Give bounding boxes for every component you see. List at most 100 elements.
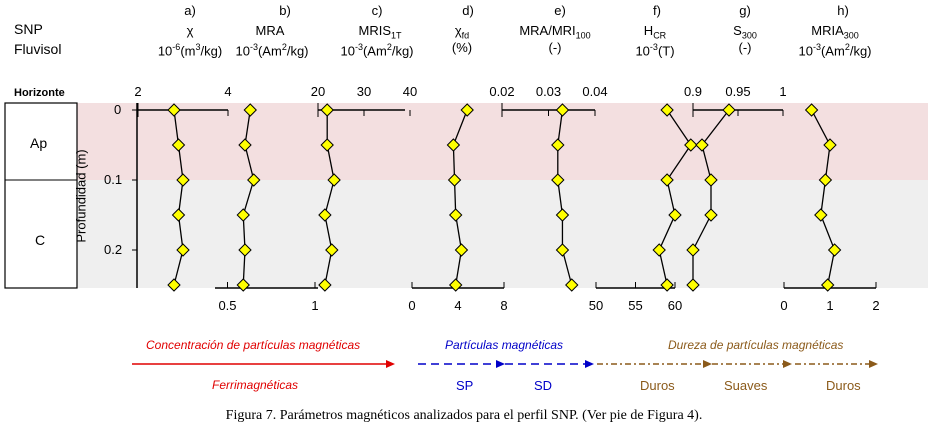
panel-data-point — [827, 243, 842, 257]
legend-hardness: Dureza de partículas magnéticas — [668, 338, 844, 352]
panel-7: 0 1 2 — [780, 103, 880, 313]
panel-tick-label: 1 — [779, 84, 786, 99]
panel-tick-label: 4 — [454, 298, 461, 313]
panel-series-line — [452, 109, 468, 286]
legend-ferri-arrow-head — [386, 360, 395, 368]
panel-tick-label: 50 — [589, 298, 603, 313]
panel-data-point — [238, 138, 252, 152]
panel-data-point — [695, 138, 709, 152]
horizon-column — [4, 102, 78, 289]
panel-f-unit: 10-3(T) — [635, 42, 675, 59]
panel-tick-label: 0.04 — [582, 84, 607, 99]
panel-data-point — [660, 173, 674, 187]
panel-g-unit: (-) — [738, 40, 752, 55]
panel-data-point — [176, 243, 190, 257]
panel-data-point — [814, 208, 828, 222]
panel-c-title: MRIS1T — [358, 23, 402, 41]
panel-data-point — [704, 173, 718, 187]
panel-data-point — [176, 173, 190, 187]
panel-f-letter: f) — [653, 3, 661, 18]
horizon-c-label: C — [35, 232, 46, 248]
panel-data-point — [460, 103, 474, 117]
legend-duros-arrow-head — [703, 360, 712, 368]
panel-tick-label: 2 — [872, 298, 879, 313]
panel-tick-label: 1 — [826, 298, 833, 313]
panel-tick-label: 0 — [408, 298, 415, 313]
depth-tick-0: 0 — [114, 102, 122, 117]
panel-e-title: MRA/MRI100 — [519, 23, 591, 41]
panel-data-point — [551, 138, 565, 152]
panel-data-point — [320, 103, 334, 117]
panel-e-letter: e) — [554, 3, 566, 18]
panel-data-point — [668, 208, 682, 222]
panel-data-point — [555, 208, 570, 222]
panel-data-point — [447, 173, 462, 187]
panel-data-point — [823, 138, 837, 152]
panel-data-point — [722, 103, 736, 117]
panel-5: 50 55 60 — [589, 103, 698, 313]
panel-data-point — [660, 103, 674, 117]
legend-duros-1: Duros — [640, 378, 675, 393]
panel-data-point — [318, 278, 332, 292]
panel-tick-label: 55 — [628, 298, 642, 313]
depth-tick-1: 0.1 — [104, 172, 123, 187]
horizons-label: Horizonte — [14, 87, 65, 99]
panel-tick-label: 60 — [668, 298, 682, 313]
panel-data-point — [320, 138, 334, 152]
panel-data-point — [446, 138, 461, 152]
legend-ferri: Ferrimagnéticas — [212, 378, 299, 392]
panel-b-unit: 10-3(Am2/kg) — [235, 42, 309, 59]
panel-h-letter: h) — [837, 3, 849, 18]
panel-series-line — [658, 109, 692, 286]
panel-data-point — [238, 243, 252, 257]
panel-series-line — [811, 109, 836, 286]
panel-b-letter: b) — [279, 3, 291, 18]
panel-tick-label: 2 — [134, 84, 141, 99]
panel-tick-label: 1 — [311, 298, 318, 313]
panel-tick-label: 0.9 — [684, 84, 702, 99]
panel-4: 0.02 0.03 0.04 — [489, 84, 608, 292]
panel-tick-label: 0.95 — [725, 84, 750, 99]
depth-tick-2: 0.2 — [104, 242, 123, 257]
panel-tick-label: 0.03 — [536, 84, 561, 99]
panel-2: 20 30 40 — [311, 84, 417, 292]
figure-caption: Figura 7. Parámetros magnéticos analizad… — [225, 408, 703, 423]
panel-data-point — [236, 208, 250, 222]
panel-a-letter: a) — [184, 3, 196, 18]
panel-6: 0.9 0.95 1 — [684, 84, 787, 292]
panel-data-point — [684, 138, 698, 152]
panel-data-point — [318, 208, 332, 222]
panel-tick-label: 8 — [500, 298, 507, 313]
legend-sd-arrow-head — [585, 360, 594, 368]
panel-tick-label: 0.5 — [218, 298, 236, 313]
legend-sp: SP — [456, 378, 474, 393]
panel-tick-label: 40 — [403, 84, 417, 99]
panel-tick-label: 20 — [311, 84, 325, 99]
panel-data-point — [555, 103, 570, 117]
legend-sp-arrow-head — [496, 360, 505, 368]
panel-data-point — [167, 103, 181, 117]
panel-h-title: MRIA300 — [811, 23, 859, 41]
legend-suaves: Suaves — [724, 378, 768, 393]
panel-b-title: MRA — [255, 23, 285, 38]
panel-d-title: χfd — [454, 23, 470, 41]
panel-data-point — [236, 278, 250, 292]
legend-arrows — [132, 360, 878, 368]
panel-data-point — [652, 243, 666, 257]
legend-duros-2: Duros — [826, 378, 861, 393]
panel-data-point — [686, 278, 700, 292]
panel-data-point — [818, 173, 833, 187]
panel-data-point — [171, 138, 186, 152]
panel-g-letter: g) — [739, 3, 751, 18]
legend-duros2-arrow-head — [869, 360, 878, 368]
panel-data-point — [551, 173, 565, 187]
panel-data-point — [686, 243, 700, 257]
legend-suaves-arrow-head — [783, 360, 792, 368]
panel-h-unit: 10-3(Am2/kg) — [798, 42, 872, 59]
soil-label: Fluvisol — [14, 41, 62, 57]
panel-data-point — [565, 278, 579, 292]
panel-c-letter: c) — [371, 3, 383, 18]
